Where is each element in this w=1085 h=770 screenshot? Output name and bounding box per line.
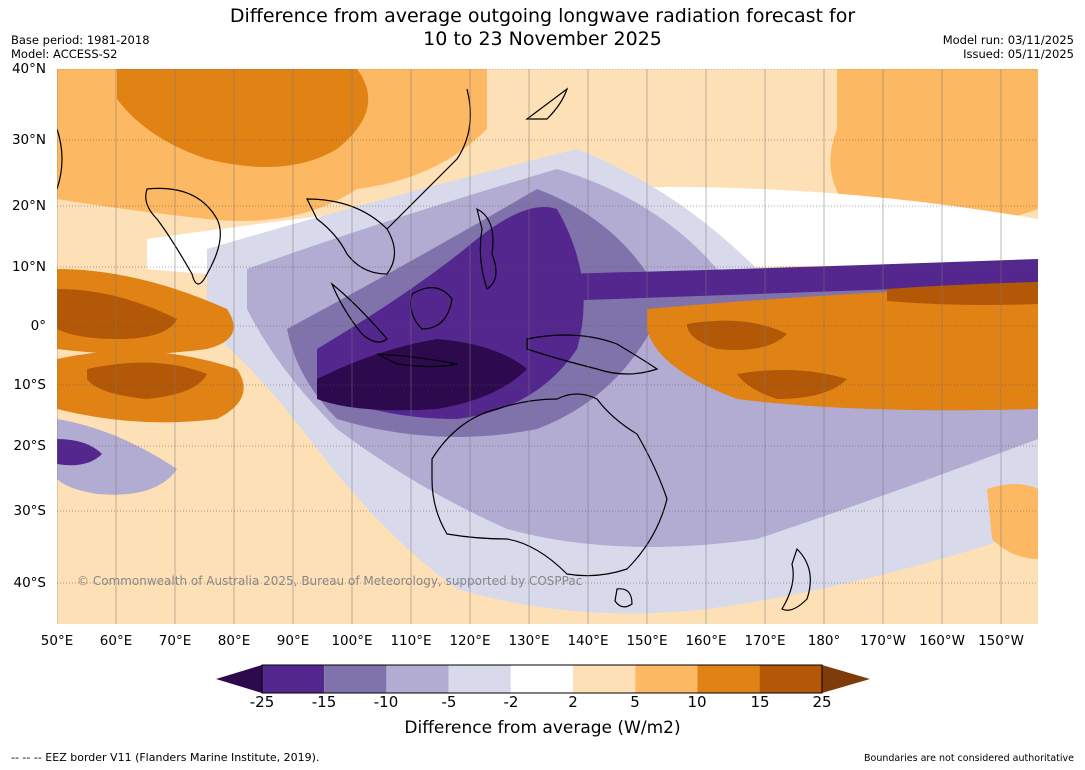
strong-positive-spcz-south [737, 370, 847, 399]
tasmania-coastline [614, 588, 633, 608]
positive-region-north-pacific [830, 69, 1038, 227]
lon-label: 170°W [860, 633, 906, 649]
olr-anomaly-map [57, 69, 1038, 624]
colorbar-segment [697, 665, 760, 693]
lon-label: 70°E [158, 633, 192, 649]
chart-title-line2: 10 to 23 November 2025 [423, 28, 662, 50]
meta-left: Base period: 1981-2018 Model: ACCESS-S2 [11, 33, 150, 61]
model-run: Model run: 03/11/2025 [942, 33, 1074, 47]
borneo-coastline [410, 287, 453, 330]
colorbar-label: Difference from average (W/m2) [404, 718, 681, 738]
china-coastline [386, 88, 471, 230]
lon-label: 140°E [567, 633, 609, 649]
colorbar-segment [324, 665, 387, 693]
lat-label: 20°S [13, 438, 47, 454]
lon-label: 150°W [978, 633, 1024, 649]
negative-region-extreme [317, 339, 527, 411]
base-period: Base period: 1981-2018 [11, 33, 150, 47]
lat-label: 10°N [11, 259, 46, 275]
colorbar-tick: -25 [249, 693, 275, 711]
model-name: Model: ACCESS-S2 [11, 47, 118, 61]
issued-date: Issued: 05/11/2025 [963, 47, 1074, 61]
lon-label: 160°E [685, 633, 727, 649]
australia-coastline [431, 393, 668, 577]
indochina-coastline [306, 198, 396, 275]
colorbar-tick: 10 [687, 693, 707, 711]
colorbar-arrow-high [822, 665, 870, 693]
colorbar-segment [635, 665, 698, 693]
lat-label: 30°S [13, 503, 47, 519]
chart-title-line1: Difference from average outgoing longwav… [229, 5, 856, 27]
lon-label: 90°E [276, 633, 310, 649]
strong-positive-indian-ocean-north [57, 289, 177, 339]
colorbar-arrow-low [216, 665, 262, 693]
colorbar-tick: -15 [311, 693, 337, 711]
arabia-coastline [57, 128, 63, 190]
colorbar-tick: -2 [503, 693, 519, 711]
meta-right: Model run: 03/11/2025 Issued: 05/11/2025 [943, 33, 1074, 61]
java-coastline [376, 353, 458, 368]
lon-label: 170°E [744, 633, 786, 649]
positive-region-southeast [987, 484, 1038, 559]
strong-positive-himalaya [117, 69, 369, 167]
lon-label: 150°E [626, 633, 668, 649]
colorbar-segment [510, 665, 573, 693]
colorbar-tick: 2 [568, 693, 578, 711]
colorbar [216, 664, 870, 694]
new-guinea-coastline [526, 334, 659, 375]
lon-label: 60°E [99, 633, 133, 649]
lat-label: 10°S [13, 377, 47, 393]
lon-label: 80°E [217, 633, 251, 649]
negative-region-south-indian [57, 419, 177, 495]
lat-label: 30°N [11, 132, 46, 148]
colorbar-frame [261, 664, 823, 694]
copyright-notice: © Commonwealth of Australia 2025, Bureau… [77, 574, 583, 588]
negative-core-south-indian [57, 439, 102, 466]
eez-legend-note: -- -- -- EEZ border V11 (Flanders Marine… [11, 751, 320, 764]
strong-positive-spcz-east [887, 282, 1038, 305]
new-zealand-coastline [781, 547, 811, 611]
colorbar-segment [262, 665, 325, 693]
lon-label: 180° [807, 633, 841, 649]
colorbar-tick: 25 [812, 693, 832, 711]
boundaries-note: Boundaries are not considered authoritat… [864, 753, 1074, 764]
lon-label: 130°E [508, 633, 550, 649]
lon-label: 160°W [919, 633, 965, 649]
sumatra-coastline [330, 282, 388, 343]
lat-label: 20°N [11, 198, 46, 214]
lon-label: 110°E [390, 633, 432, 649]
lat-label: 0° [30, 318, 46, 334]
japan-coastline [525, 87, 569, 120]
lat-label: 40°S [13, 575, 47, 591]
india-coastline [145, 187, 221, 285]
strong-positive-indian-ocean-south [87, 362, 207, 399]
philippines-coastline [476, 207, 497, 290]
lon-label: 50°E [40, 633, 74, 649]
lon-label: 100°E [331, 633, 373, 649]
colorbar-tick: -5 [441, 693, 457, 711]
colorbar-segment [386, 665, 449, 693]
colorbar-segment [573, 665, 636, 693]
coastlines [57, 87, 811, 611]
lon-label: 120°E [449, 633, 491, 649]
colorbar-tick: -10 [373, 693, 399, 711]
negative-itcz-band [557, 259, 1038, 301]
colorbar-segment [448, 665, 511, 693]
anomaly-fields [57, 69, 1038, 614]
colorbar-segment [759, 665, 822, 693]
meridians [57, 69, 1002, 624]
lat-label: 40°N [11, 61, 46, 77]
colorbar-tick: 15 [750, 693, 770, 711]
colorbar-tick: 5 [630, 693, 640, 711]
strong-positive-spcz-west [687, 320, 787, 350]
